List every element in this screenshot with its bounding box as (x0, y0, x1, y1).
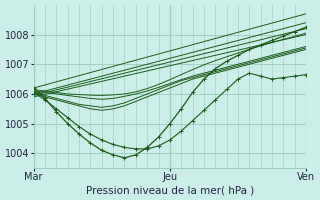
X-axis label: Pression niveau de la mer( hPa ): Pression niveau de la mer( hPa ) (86, 185, 254, 195)
